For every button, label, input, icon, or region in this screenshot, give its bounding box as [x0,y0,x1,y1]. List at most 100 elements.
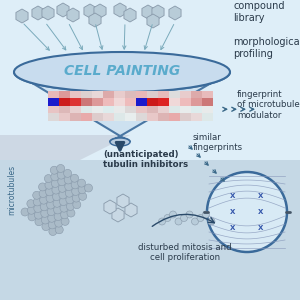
Bar [81,98,92,106]
Polygon shape [169,6,181,20]
Circle shape [34,205,42,212]
Circle shape [72,194,80,202]
Bar [81,91,92,98]
Bar [70,113,81,121]
Bar [202,98,213,106]
Circle shape [54,206,61,214]
Polygon shape [147,14,159,28]
Text: X: X [230,225,236,231]
Circle shape [191,218,199,225]
Polygon shape [0,135,130,160]
Circle shape [33,191,41,199]
Circle shape [34,211,42,219]
Bar [48,113,59,121]
Bar [191,106,202,113]
Polygon shape [104,200,116,214]
Circle shape [59,198,68,206]
Ellipse shape [110,138,130,146]
Bar [147,98,158,106]
Circle shape [49,227,57,236]
Bar [0,0,300,160]
Text: X: X [230,193,236,199]
Text: morphological
profiling: morphological profiling [233,37,300,58]
Circle shape [59,191,67,199]
Circle shape [208,218,215,225]
Circle shape [72,188,80,196]
Polygon shape [112,208,124,222]
Bar [202,106,213,113]
Polygon shape [89,13,101,27]
Polygon shape [142,5,154,19]
Circle shape [158,218,166,225]
Circle shape [60,204,68,212]
Bar [169,113,180,121]
Bar [125,106,136,113]
Bar [114,98,125,106]
Circle shape [85,184,92,192]
Bar [169,98,180,106]
Circle shape [54,212,62,220]
Circle shape [66,202,74,210]
Circle shape [55,226,63,234]
Circle shape [202,211,209,218]
Text: CELL PAINTING: CELL PAINTING [64,64,180,78]
Bar [103,98,114,106]
Text: X: X [230,209,236,215]
Text: X: X [258,209,264,215]
Bar [147,106,158,113]
Bar [103,113,114,121]
Bar [70,91,81,98]
Bar [136,113,147,121]
Circle shape [46,201,55,209]
Bar [158,98,169,106]
Bar [92,113,103,121]
Polygon shape [16,9,28,23]
Circle shape [52,186,60,194]
Circle shape [70,174,79,182]
Circle shape [181,214,188,221]
Text: fingerprint
of microtubule
modulator: fingerprint of microtubule modulator [237,90,300,120]
Bar [125,113,136,121]
Circle shape [40,196,48,204]
Circle shape [73,201,81,209]
Bar [70,106,81,113]
Circle shape [48,214,56,222]
Circle shape [164,214,171,221]
Bar [202,113,213,121]
Bar [59,106,70,113]
Text: X: X [258,225,264,231]
Circle shape [67,209,75,217]
Circle shape [55,219,63,227]
Bar [70,98,81,106]
Circle shape [51,173,59,181]
Text: microtubules: microtubules [8,165,16,215]
Bar [59,113,70,121]
Polygon shape [84,4,96,18]
Bar [180,106,191,113]
Bar [103,106,114,113]
Polygon shape [67,8,79,22]
Polygon shape [42,6,54,20]
Circle shape [46,188,53,196]
Circle shape [46,194,54,202]
Circle shape [58,184,66,192]
Circle shape [186,211,193,218]
Text: similar
fingerprints: similar fingerprints [193,133,243,152]
Bar [169,106,180,113]
Bar [81,106,92,113]
Circle shape [57,171,65,179]
Text: disturbed mitosis and
cell proliferation: disturbed mitosis and cell proliferation [138,243,232,262]
Circle shape [71,181,79,189]
Circle shape [41,209,49,217]
Circle shape [64,176,72,184]
Bar [180,113,191,121]
Bar [114,91,125,98]
Bar [147,91,158,98]
Bar [125,98,136,106]
Circle shape [47,208,55,216]
Bar [158,91,169,98]
Bar [191,91,202,98]
Bar [191,98,202,106]
Bar [81,113,92,121]
Circle shape [41,216,49,224]
